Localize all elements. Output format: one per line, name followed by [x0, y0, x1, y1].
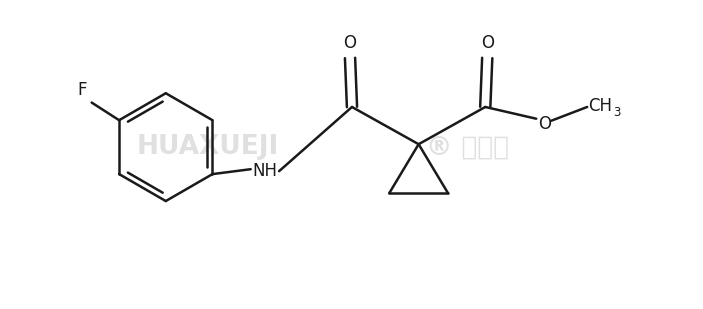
Text: NH: NH	[252, 162, 278, 180]
Text: 3: 3	[614, 106, 621, 119]
Text: O: O	[344, 34, 356, 52]
Text: O: O	[538, 115, 551, 133]
Text: CH: CH	[588, 97, 612, 115]
Text: HUAXUEJI: HUAXUEJI	[137, 134, 279, 160]
Text: O: O	[481, 34, 494, 52]
Text: ® 化学加: ® 化学加	[426, 134, 509, 160]
Text: F: F	[77, 81, 86, 99]
